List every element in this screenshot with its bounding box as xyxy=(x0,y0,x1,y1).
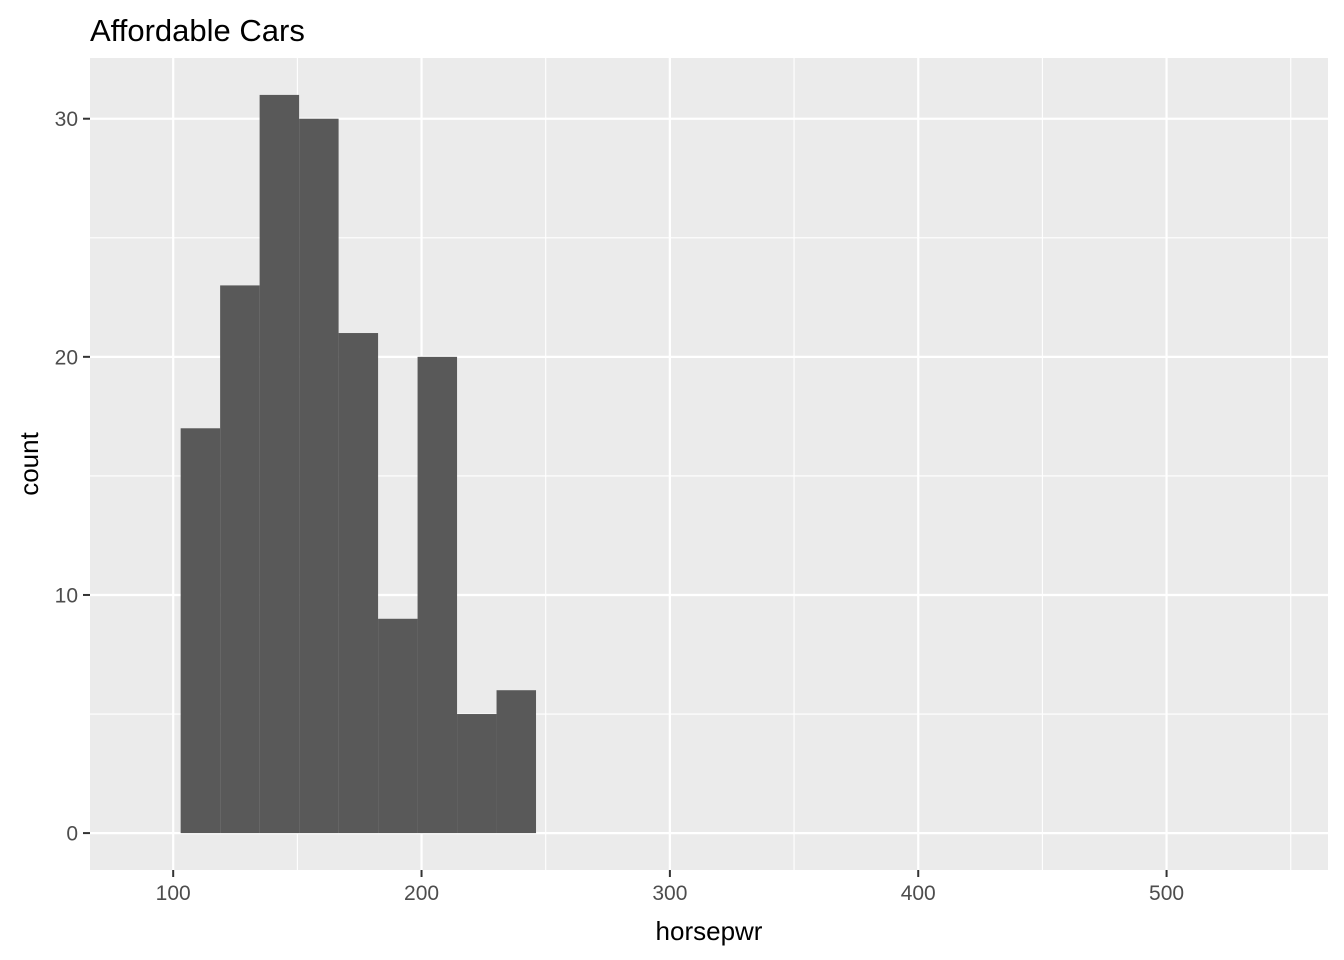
histogram-bar xyxy=(180,428,221,834)
histogram-bars xyxy=(180,94,537,834)
y-tick-label: 20 xyxy=(55,346,78,369)
x-axis-ticks: 100 200 300 400 500 xyxy=(156,870,1184,905)
histogram-bar xyxy=(220,285,260,834)
y-tick-label: 10 xyxy=(55,584,78,607)
histogram-bar xyxy=(417,356,458,834)
x-tick-label: 300 xyxy=(652,882,687,905)
histogram-bar xyxy=(378,618,418,834)
x-tick-label: 400 xyxy=(901,882,936,905)
y-tick-label: 30 xyxy=(55,108,78,131)
x-tick-label: 100 xyxy=(156,882,191,905)
x-tick-label: 200 xyxy=(404,882,439,905)
y-axis-title: count xyxy=(14,431,44,495)
y-axis-ticks: 0 10 20 30 xyxy=(55,108,90,846)
histogram-bar xyxy=(496,690,537,834)
y-tick-label: 0 xyxy=(66,823,78,846)
chart-title: Affordable Cars xyxy=(90,13,305,48)
x-axis-title: horsepwr xyxy=(656,916,763,946)
histogram-bar xyxy=(299,118,339,834)
histogram-bar xyxy=(338,333,379,834)
histogram-bar xyxy=(457,714,497,834)
x-tick-label: 500 xyxy=(1149,882,1184,905)
histogram-bar xyxy=(259,94,300,834)
